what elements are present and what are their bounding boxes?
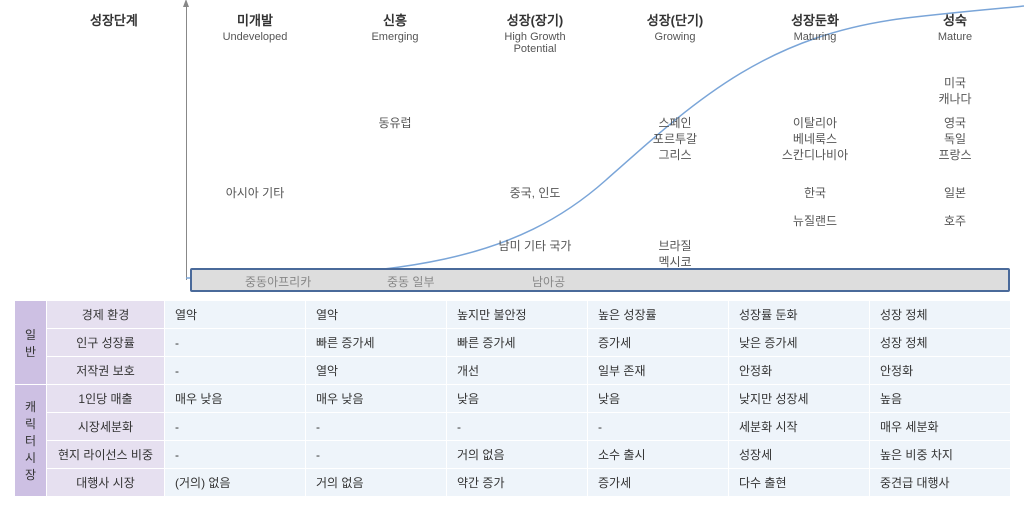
group-header: 일반 [15, 301, 47, 385]
data-cell: 성장 정체 [870, 329, 1011, 357]
data-cell: 거의 없음 [447, 441, 588, 469]
highlight-label: 중동아프리카 [245, 273, 311, 290]
row-header: 시장세분화 [47, 413, 165, 441]
data-cell: 세분화 시작 [729, 413, 870, 441]
row-header: 1인당 매출 [47, 385, 165, 413]
region-label: 뉴질랜드 [755, 213, 875, 229]
data-cell: - [165, 357, 306, 385]
row-header: 경제 환경 [47, 301, 165, 329]
region-label: 브라질 멕시코 [615, 238, 735, 270]
data-cell: 중견급 대행사 [870, 469, 1011, 497]
data-cell: - [588, 413, 729, 441]
data-cell: 성장세 [729, 441, 870, 469]
stage-subtitle: High Growth Potential [475, 31, 595, 55]
table-row: 시장세분화----세분화 시작매우 세분화 [15, 413, 1011, 441]
region-label: 미국 캐나다 [895, 75, 1015, 107]
data-cell: 안정화 [729, 357, 870, 385]
data-cell: 낮음 [588, 385, 729, 413]
data-cell: 열악 [165, 301, 306, 329]
region-label: 일본 [895, 185, 1015, 201]
data-cell: 낮은 증가세 [729, 329, 870, 357]
highlight-row: 중동아프리카 중동 일부 남아공 [190, 268, 1010, 292]
table-row: 현지 라이선스 비중--거의 없음소수 출시성장세높은 비중 차지 [15, 441, 1011, 469]
axis-label-left: 성장단계 [90, 12, 138, 30]
region-label: 한국 [755, 185, 875, 201]
highlight-label: 중동 일부 [387, 273, 435, 290]
data-cell: 안정화 [870, 357, 1011, 385]
region-label: 중국, 인도 [475, 185, 595, 201]
data-cell: 높은 성장률 [588, 301, 729, 329]
region-label: 동유럽 [335, 115, 455, 131]
stage-title: 신흥 [335, 10, 455, 29]
region-label: 아시아 기타 [195, 185, 315, 201]
data-cell: 높지만 불안정 [447, 301, 588, 329]
data-cell: 열악 [306, 357, 447, 385]
row-header: 현지 라이선스 비중 [47, 441, 165, 469]
data-cell: 다수 출현 [729, 469, 870, 497]
data-cell: - [306, 413, 447, 441]
stage-subtitle: Mature [895, 31, 1015, 43]
table-row: 대행사 시장(거의) 없음거의 없음약간 증가증가세다수 출현중견급 대행사 [15, 469, 1011, 497]
data-cell: 약간 증가 [447, 469, 588, 497]
stage-subtitle: Maturing [755, 31, 875, 43]
data-cell: - [165, 413, 306, 441]
table-row: 일반경제 환경열악열악높지만 불안정높은 성장률성장률 둔화성장 정체 [15, 301, 1011, 329]
data-cell: 성장률 둔화 [729, 301, 870, 329]
data-cell: 증가세 [588, 469, 729, 497]
region-label: 호주 [895, 213, 1015, 229]
data-cell: 매우 낮음 [306, 385, 447, 413]
data-cell: 거의 없음 [306, 469, 447, 497]
data-cell: (거의) 없음 [165, 469, 306, 497]
data-cell: - [165, 329, 306, 357]
highlight-label: 남아공 [532, 273, 565, 290]
data-cell: 증가세 [588, 329, 729, 357]
data-cell: 일부 존재 [588, 357, 729, 385]
data-cell: 높은 비중 차지 [870, 441, 1011, 469]
stage-title: 미개발 [195, 10, 315, 29]
region-label: 이탈리아 베네룩스 스칸디나비아 [755, 115, 875, 164]
stage-header: 성장(단기) Growing [615, 10, 735, 43]
table-row: 인구 성장률-빠른 증가세빠른 증가세증가세낮은 증가세성장 정체 [15, 329, 1011, 357]
growth-stage-chart: 성장단계 미개발 Undeveloped 신흥 Emerging 성장(장기) High … [0, 0, 1024, 290]
data-cell: 매우 세분화 [870, 413, 1011, 441]
stage-title: 성숙 [895, 10, 1015, 29]
stage-header: 신흥 Emerging [335, 10, 455, 43]
stage-subtitle: Emerging [335, 31, 455, 43]
data-cell: 개선 [447, 357, 588, 385]
data-cell: - [165, 441, 306, 469]
data-cell: 낮지만 성장세 [729, 385, 870, 413]
row-header: 대행사 시장 [47, 469, 165, 497]
data-cell: - [447, 413, 588, 441]
region-label: 영국 독일 프랑스 [895, 115, 1015, 164]
group-header: 캐릭터시장 [15, 385, 47, 497]
stage-title: 성장(장기) [475, 10, 595, 29]
data-cell: 성장 정체 [870, 301, 1011, 329]
data-cell: 빠른 증가세 [447, 329, 588, 357]
row-header: 저작권 보호 [47, 357, 165, 385]
data-cell: 낮음 [447, 385, 588, 413]
region-label: 남미 기타 국가 [475, 238, 595, 254]
stage-header: 성장(장기) High Growth Potential [475, 10, 595, 55]
stage-header: 성장둔화 Maturing [755, 10, 875, 43]
data-cell: - [306, 441, 447, 469]
comparison-table: 일반경제 환경열악열악높지만 불안정높은 성장률성장률 둔화성장 정체인구 성장… [14, 300, 1010, 497]
table-row: 저작권 보호-열악개선일부 존재안정화안정화 [15, 357, 1011, 385]
data-cell: 높음 [870, 385, 1011, 413]
row-header: 인구 성장률 [47, 329, 165, 357]
stage-header: 미개발 Undeveloped [195, 10, 315, 43]
region-label: 스페인 포르투갈 그리스 [615, 115, 735, 164]
stage-title: 성장(단기) [615, 10, 735, 29]
y-axis-arrow [186, 5, 187, 280]
data-cell: 빠른 증가세 [306, 329, 447, 357]
data-cell: 소수 출시 [588, 441, 729, 469]
stage-title: 성장둔화 [755, 10, 875, 29]
data-cell: 매우 낮음 [165, 385, 306, 413]
stage-subtitle: Undeveloped [195, 31, 315, 43]
table-row: 캐릭터시장1인당 매출매우 낮음매우 낮음낮음낮음낮지만 성장세높음 [15, 385, 1011, 413]
data-cell: 열악 [306, 301, 447, 329]
stage-header: 성숙 Mature [895, 10, 1015, 43]
stage-subtitle: Growing [615, 31, 735, 43]
